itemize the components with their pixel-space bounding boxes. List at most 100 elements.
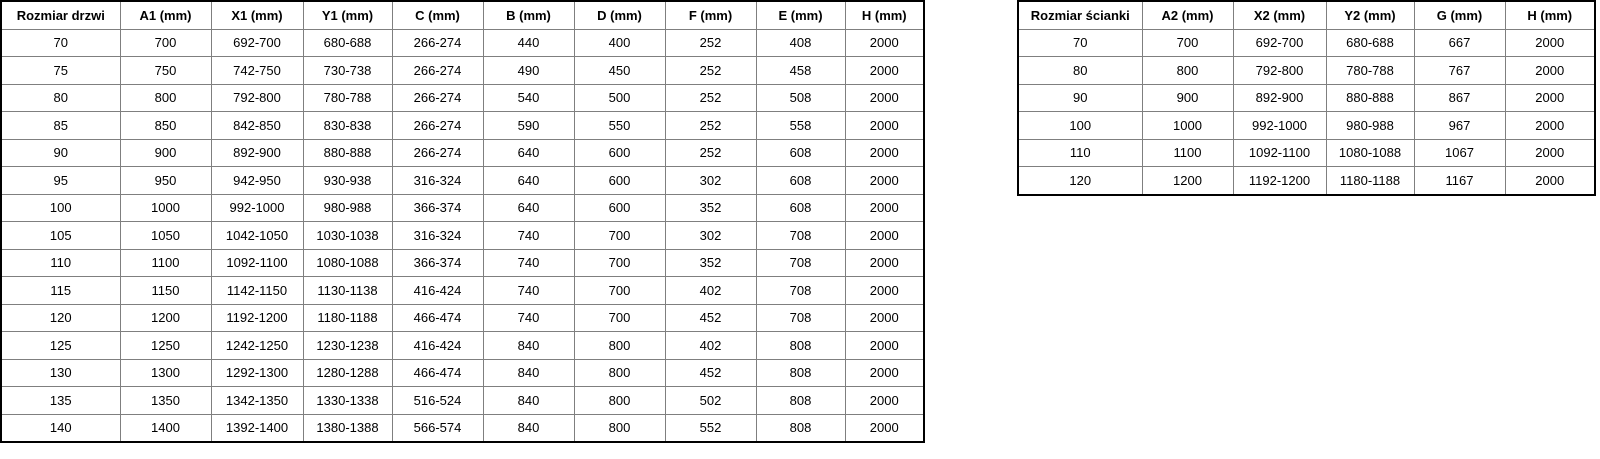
- table-cell: 490: [482, 56, 575, 85]
- table-cell: 90: [1017, 83, 1143, 112]
- table-cell: 1042-1050: [210, 221, 304, 250]
- table-cell: 700: [573, 276, 666, 305]
- table-cell: 302: [664, 166, 757, 195]
- table-cell: 508: [755, 83, 846, 112]
- table-cell: 1380-1388: [302, 413, 393, 443]
- table-cell: 402: [664, 276, 757, 305]
- table-cell: 1292-1300: [210, 358, 304, 387]
- table-cell: 1192-1200: [1232, 166, 1327, 195]
- table-cell: 1050: [119, 221, 212, 250]
- table-cell: 608: [755, 193, 846, 222]
- table-cell: 2000: [844, 111, 925, 140]
- table-cell: 1200: [1141, 166, 1234, 195]
- table-cell: 1150: [119, 276, 212, 305]
- table-row: 135 1350 1342-1350 1330-1338 516-524 840 800 50…: [0, 386, 925, 415]
- table-row: 110 1100 1092-1100 1080-1088 366-374 740 700 35…: [0, 248, 925, 277]
- table-cell: 110: [0, 248, 121, 277]
- table-cell: 366-374: [391, 248, 484, 277]
- table-row: 100 1000 992-1000 980-988 967 2000: [1017, 111, 1596, 140]
- table-cell: 466-474: [391, 358, 484, 387]
- table-cell: 867: [1413, 83, 1506, 112]
- table-row: 130 1300 1292-1300 1280-1288 466-474 840 800 45…: [0, 358, 925, 387]
- table-cell: 980-988: [302, 193, 393, 222]
- table-cell: 640: [482, 166, 575, 195]
- table-cell: 800: [573, 413, 666, 443]
- table-cell: 2000: [1504, 111, 1596, 140]
- table-cell: 266-274: [391, 83, 484, 112]
- table-cell: 842-850: [210, 111, 304, 140]
- table-cell: 1192-1200: [210, 303, 304, 332]
- table-cell: 90: [0, 138, 121, 167]
- header-cell: E (mm): [755, 0, 846, 30]
- table-cell: 808: [755, 358, 846, 387]
- table-cell: 125: [0, 331, 121, 360]
- table-row: 90 900 892-900 880-888 867 2000: [1017, 83, 1596, 112]
- table-cell: 800: [119, 83, 212, 112]
- table-cell: 780-788: [302, 83, 393, 112]
- header-cell: A1 (mm): [119, 0, 212, 30]
- table-cell: 400: [573, 28, 666, 57]
- table-cell: 1400: [119, 413, 212, 443]
- table-cell: 516-524: [391, 386, 484, 415]
- table-cell: 1030-1038: [302, 221, 393, 250]
- table-cell: 252: [664, 83, 757, 112]
- table-cell: 1300: [119, 358, 212, 387]
- table-cell: 1092-1100: [1232, 138, 1327, 167]
- table-cell: 667: [1413, 28, 1506, 57]
- table-cell: 640: [482, 138, 575, 167]
- header-cell: D (mm): [573, 0, 666, 30]
- door-size-table: Rozmiar drzwi A1 (mm) X1 (mm) Y1 (mm) C (mm)…: [0, 0, 925, 443]
- table-cell: 740: [482, 276, 575, 305]
- table-cell: 792-800: [1232, 56, 1327, 85]
- table-cell: 1067: [1413, 138, 1506, 167]
- table-cell: 2000: [844, 28, 925, 57]
- table-cell: 452: [664, 303, 757, 332]
- table-cell: 1350: [119, 386, 212, 415]
- table-row: 100 1000 992-1000 980-988 366-374 640 600 352 60…: [0, 193, 925, 222]
- table-cell: 2000: [1504, 166, 1596, 195]
- table-cell: 2000: [844, 193, 925, 222]
- table-header-row: Rozmiar ścianki A2 (mm) X2 (mm) Y2 (mm) G (m…: [1017, 0, 1596, 30]
- table-cell: 1392-1400: [210, 413, 304, 443]
- header-cell: X2 (mm): [1232, 0, 1327, 30]
- table-row: 105 1050 1042-1050 1030-1038 316-324 740 700 30…: [0, 221, 925, 250]
- table-cell: 680-688: [302, 28, 393, 57]
- header-cell: A2 (mm): [1141, 0, 1234, 30]
- table-cell: 266-274: [391, 28, 484, 57]
- table-cell: 140: [0, 413, 121, 443]
- table-cell: 708: [755, 276, 846, 305]
- table-cell: 70: [1017, 28, 1143, 57]
- table-cell: 1142-1150: [210, 276, 304, 305]
- table-cell: 600: [573, 138, 666, 167]
- table-cell: 550: [573, 111, 666, 140]
- table-row: 70 700 692-700 680-688 266-274 440 400 252 408 20…: [0, 28, 925, 57]
- table-cell: 1000: [1141, 111, 1234, 140]
- table-cell: 930-938: [302, 166, 393, 195]
- table-cell: 708: [755, 248, 846, 277]
- table-cell: 2000: [844, 331, 925, 360]
- table-cell: 130: [0, 358, 121, 387]
- table-cell: 80: [0, 83, 121, 112]
- table-cell: 840: [482, 386, 575, 415]
- table-cell: 2000: [844, 56, 925, 85]
- header-cell: Rozmiar ścianki: [1017, 0, 1143, 30]
- table-row: 85 850 842-850 830-838 266-274 590 550 252 558 20…: [0, 111, 925, 140]
- header-cell: Y2 (mm): [1325, 0, 1415, 30]
- table-cell: 1280-1288: [302, 358, 393, 387]
- table-cell: 1000: [119, 193, 212, 222]
- table-cell: 1100: [1141, 138, 1234, 167]
- table-row: 125 1250 1242-1250 1230-1238 416-424 840 800 40…: [0, 331, 925, 360]
- table-cell: 767: [1413, 56, 1506, 85]
- table-cell: 840: [482, 413, 575, 443]
- table-cell: 1180-1188: [302, 303, 393, 332]
- table-cell: 880-888: [302, 138, 393, 167]
- table-row: 120 1200 1192-1200 1180-1188 1167 2000: [1017, 166, 1596, 195]
- table-cell: 692-700: [210, 28, 304, 57]
- table-cell: 2000: [844, 358, 925, 387]
- table-cell: 105: [0, 221, 121, 250]
- table-cell: 252: [664, 138, 757, 167]
- table-cell: 742-750: [210, 56, 304, 85]
- table-row: 80 800 792-800 780-788 266-274 540 500 252 508 20…: [0, 83, 925, 112]
- table-cell: 452: [664, 358, 757, 387]
